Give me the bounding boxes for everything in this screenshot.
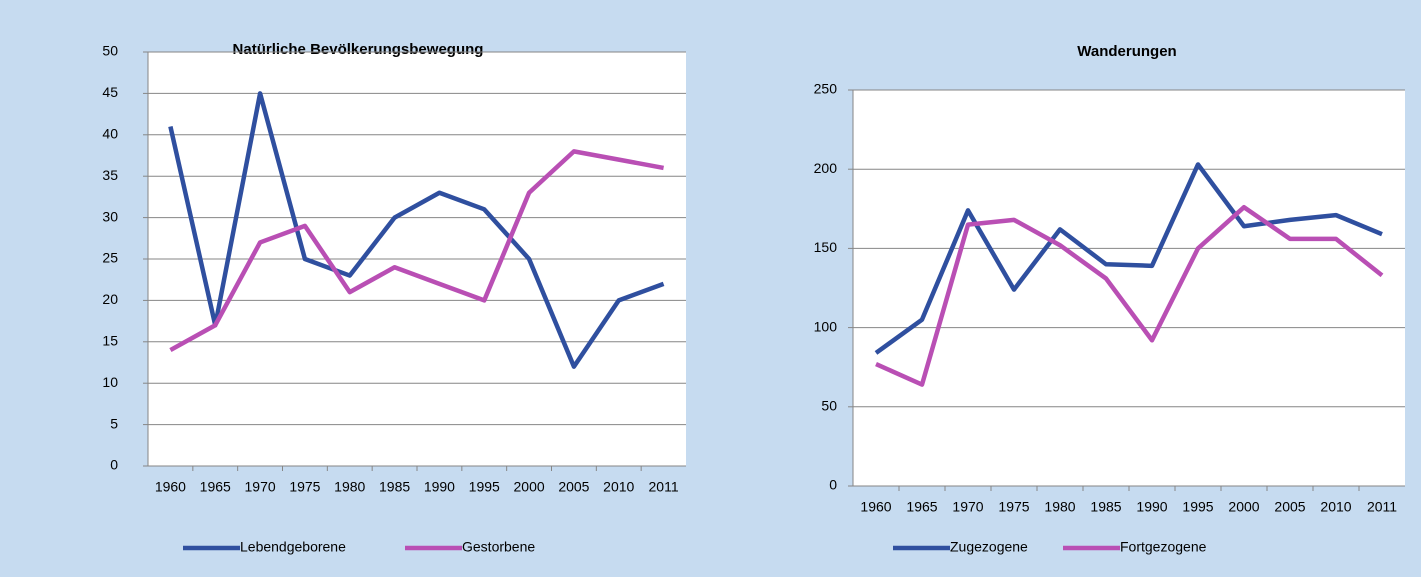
y-tick-label: 250 [814, 81, 838, 97]
x-tick-label: 1990 [1136, 499, 1167, 515]
y-tick-label: 0 [110, 457, 118, 473]
y-tick-label: 50 [821, 398, 837, 414]
y-tick-label: 100 [814, 318, 838, 334]
y-tick-label: 200 [814, 160, 838, 176]
data-line [169, 149, 664, 353]
x-tick-label: 2010 [1320, 499, 1351, 515]
data-line [168, 91, 665, 369]
chart-title: Wanderungen [1077, 43, 1176, 60]
x-tick-label: 1970 [245, 479, 276, 495]
x-tick-label: 2011 [1367, 499, 1397, 515]
x-tick-label: 1980 [1044, 499, 1075, 515]
y-tick-label: 10 [102, 374, 118, 390]
x-tick-label: 2010 [603, 479, 634, 495]
x-tick-label: 1995 [1182, 499, 1213, 515]
chart-title: Natürliche Bevölkerungsbewegung [233, 41, 484, 58]
plot-area [853, 90, 1405, 486]
x-tick-label: 2005 [1274, 499, 1305, 515]
y-tick-label: 35 [102, 167, 118, 183]
x-tick-label: 1970 [952, 499, 983, 515]
x-tick-label: 1985 [379, 479, 410, 495]
x-tick-label: 1975 [998, 499, 1029, 515]
y-tick-label: 150 [814, 239, 838, 255]
legend-label: Zugezogene [950, 539, 1028, 555]
x-tick-label: 1995 [469, 479, 500, 495]
y-tick-label: 0 [829, 477, 837, 493]
legend-label: Fortgezogene [1120, 539, 1207, 555]
x-tick-label: 1990 [424, 479, 455, 495]
legend-label: Gestorbene [462, 539, 535, 555]
y-tick-label: 40 [102, 126, 118, 142]
x-tick-label: 1975 [289, 479, 320, 495]
x-tick-label: 1980 [334, 479, 365, 495]
x-tick-label: 2005 [558, 479, 589, 495]
x-tick-label: 2011 [649, 479, 679, 495]
y-tick-label: 15 [102, 333, 118, 349]
y-tick-label: 45 [102, 84, 118, 100]
x-tick-label: 1965 [906, 499, 937, 515]
x-tick-label: 1985 [1090, 499, 1121, 515]
y-tick-label: 20 [102, 291, 118, 307]
x-tick-label: 1960 [155, 479, 186, 495]
legend-label: Lebendgeborene [240, 539, 346, 555]
y-tick-label: 25 [102, 250, 118, 266]
y-tick-label: 5 [110, 415, 118, 431]
y-tick-label: 30 [102, 208, 118, 224]
x-tick-label: 2000 [1228, 499, 1259, 515]
data-line [875, 204, 1384, 387]
y-tick-label: 50 [102, 43, 118, 59]
x-tick-label: 1960 [860, 499, 891, 515]
data-line [874, 162, 1383, 355]
x-tick-label: 1965 [200, 479, 231, 495]
x-tick-label: 2000 [514, 479, 545, 495]
